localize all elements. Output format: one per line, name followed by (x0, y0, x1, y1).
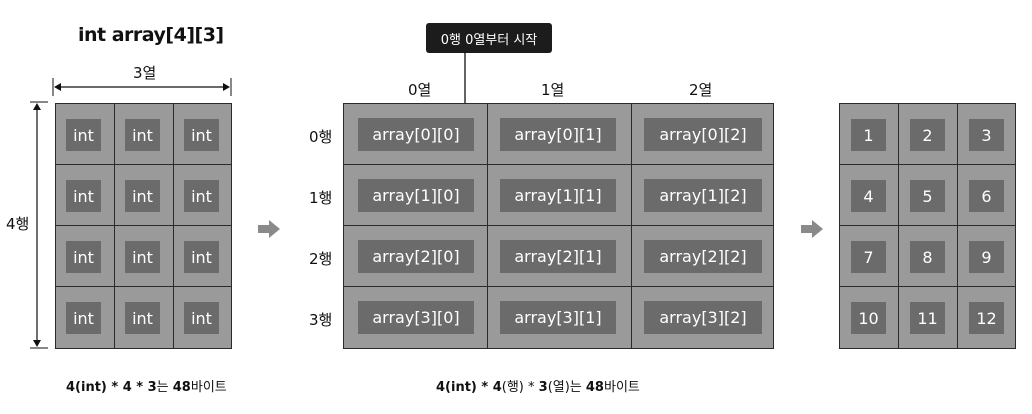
row-label: 3행 (309, 311, 333, 329)
int-cell: int (184, 180, 219, 212)
int-cell: int (125, 302, 160, 334)
middle-index-grid: array[0][0] array[0][1] array[0][2] arra… (343, 103, 774, 349)
int-cell: int (66, 241, 101, 273)
int-cell: int (66, 119, 101, 151)
array-cell: array[1][2] (644, 179, 762, 212)
array-cell: array[2][2] (644, 240, 762, 273)
value-cell: 4 (851, 180, 886, 212)
width-label: 3열 (133, 64, 157, 82)
array-cell: array[1][1] (500, 179, 616, 212)
value-cell: 2 (910, 119, 945, 151)
width-dimension-arrow (52, 78, 232, 96)
left-size-caption: 4(int) * 4 * 3는 48바이트 (66, 380, 227, 395)
height-label: 4행 (6, 215, 30, 233)
array-cell: array[0][0] (358, 118, 474, 151)
int-cell: int (125, 119, 160, 151)
int-cell: int (125, 241, 160, 273)
array-cell: array[3][2] (644, 301, 762, 334)
col-label: 0열 (408, 81, 432, 99)
value-cell: 8 (910, 241, 945, 273)
value-cell: 11 (910, 302, 945, 334)
left-memory-grid: int int int int int int int int int int … (55, 103, 232, 349)
value-cell: 9 (969, 241, 1004, 273)
row-label: 1행 (309, 189, 333, 207)
int-cell: int (66, 302, 101, 334)
start-callout: 0행 0열부터 시작 (426, 23, 552, 53)
array-cell: array[3][1] (500, 301, 616, 334)
col-label: 1열 (541, 81, 565, 99)
array-cell: array[2][1] (500, 240, 616, 273)
int-cell: int (66, 180, 101, 212)
col-label: 2열 (689, 81, 713, 99)
middle-size-caption: 4(int) * 4(행) * 3(열)는 48바이트 (436, 380, 640, 395)
int-cell: int (125, 180, 160, 212)
value-cell: 6 (969, 180, 1004, 212)
array-cell: array[2][0] (358, 240, 474, 273)
value-cell: 5 (910, 180, 945, 212)
row-label: 0행 (309, 128, 333, 146)
int-cell: int (184, 119, 219, 151)
row-label: 2행 (309, 250, 333, 268)
array-cell: array[0][2] (644, 118, 762, 151)
array-cell: array[3][0] (358, 301, 474, 334)
int-cell: int (184, 302, 219, 334)
right-value-grid: 1 2 3 4 5 6 7 8 9 10 11 12 (839, 103, 1016, 349)
array-cell: array[1][0] (358, 179, 474, 212)
value-cell: 10 (851, 302, 886, 334)
value-cell: 12 (969, 302, 1004, 334)
int-cell: int (184, 241, 219, 273)
value-cell: 1 (851, 119, 886, 151)
value-cell: 3 (969, 119, 1004, 151)
array-cell: array[0][1] (500, 118, 616, 151)
height-dimension-arrow (30, 101, 48, 349)
diagram-title: int array[4][3] (78, 24, 224, 46)
right-arrow-icon (801, 220, 823, 238)
right-arrow-icon (258, 220, 280, 238)
value-cell: 7 (851, 241, 886, 273)
